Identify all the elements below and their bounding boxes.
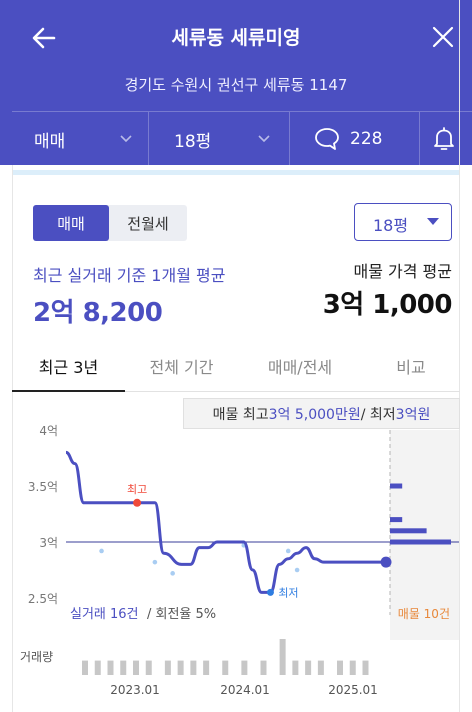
x-tick-label: 2024.01 bbox=[220, 683, 270, 697]
listing-price-label: 매물 가격 평균 bbox=[353, 262, 453, 281]
low-label: 최저 bbox=[278, 586, 298, 599]
divider bbox=[148, 112, 149, 166]
segment-lease[interactable]: 전월세 bbox=[127, 214, 169, 233]
listing-area bbox=[390, 430, 459, 640]
volume-bar bbox=[203, 660, 210, 675]
comment-count: 228 bbox=[350, 129, 383, 149]
size-select-label: 18평 bbox=[373, 216, 409, 235]
speech-bubble-icon bbox=[315, 128, 339, 150]
size-dropdown[interactable]: 18평 bbox=[174, 112, 290, 166]
size-label: 18평 bbox=[174, 131, 212, 152]
period-tabs: 최근 3년 전체 기간 매매/전세 비교 bbox=[12, 340, 460, 392]
segment-sale[interactable]: 매매 bbox=[33, 205, 109, 241]
close-icon[interactable] bbox=[430, 24, 456, 50]
low-marker bbox=[266, 588, 274, 596]
deal-type-segment: 매매 전월세 bbox=[33, 205, 187, 241]
bell-icon[interactable] bbox=[432, 126, 456, 152]
header-stripe bbox=[12, 170, 460, 175]
filter-bar: 매매 18평 228 bbox=[12, 111, 472, 166]
listing-bar bbox=[390, 528, 427, 534]
volume-bar bbox=[292, 660, 299, 675]
volume-bar bbox=[305, 660, 312, 675]
volume-bar bbox=[177, 660, 184, 675]
volume-bar bbox=[190, 660, 197, 675]
frame-border bbox=[12, 165, 13, 712]
tab-recent-3y[interactable]: 최근 3년 bbox=[38, 358, 99, 377]
tooltip-max: 3억 5,000만원 bbox=[268, 406, 361, 423]
volume-bar bbox=[349, 660, 356, 675]
active-tab-indicator bbox=[12, 390, 125, 392]
chevron-down-icon bbox=[258, 135, 270, 143]
listing-price-value: 3억 1,000 bbox=[322, 290, 453, 320]
deal-type-dropdown[interactable]: 매매 bbox=[34, 112, 154, 166]
volume-bar bbox=[241, 660, 248, 675]
divider bbox=[419, 112, 420, 166]
tab-compare[interactable]: 비교 bbox=[396, 358, 426, 377]
size-select[interactable]: 18평 bbox=[354, 203, 452, 241]
scatter-point bbox=[285, 548, 291, 554]
volume-bar bbox=[82, 660, 88, 675]
recent-trade-label: 최근 실거래 기준 1개월 평균 bbox=[33, 266, 226, 285]
comments-button[interactable]: 228 bbox=[314, 112, 414, 166]
volume-bar bbox=[133, 660, 139, 675]
caret-down-icon bbox=[427, 218, 439, 225]
volume-bar bbox=[94, 660, 101, 675]
volume-bar bbox=[120, 660, 127, 675]
volume-bar bbox=[107, 660, 114, 675]
listing-count: 매물 10건 bbox=[398, 607, 450, 621]
volume-bar bbox=[279, 639, 286, 675]
volume-bar bbox=[164, 660, 171, 675]
tab-all-period[interactable]: 전체 기간 bbox=[149, 358, 214, 377]
y-tick-label: 2.5억 bbox=[28, 592, 58, 606]
volume-bar bbox=[362, 660, 369, 675]
listing-bar bbox=[390, 483, 403, 489]
trade-count: 실거래 16건 bbox=[70, 607, 139, 622]
volume-bar bbox=[260, 660, 267, 675]
y-tick-label: 3.5억 bbox=[28, 480, 58, 494]
y-tick-label: 3억 bbox=[39, 536, 58, 550]
address-text: 경기도 수원시 권선구 세류동 1147 bbox=[124, 76, 348, 94]
latest-point bbox=[380, 556, 392, 568]
volume-bar bbox=[145, 660, 152, 675]
volume-label: 거래량 bbox=[20, 650, 53, 664]
divider bbox=[289, 112, 290, 166]
recent-trade-price: 2억 8,200 bbox=[33, 298, 163, 328]
page-title: 세류동 세류미영 bbox=[171, 27, 301, 49]
x-tick-label: 2023.01 bbox=[110, 683, 160, 697]
deal-type-label: 매매 bbox=[34, 131, 66, 152]
tab-sale-lease[interactable]: 매매/전세 bbox=[267, 358, 333, 377]
scatter-point bbox=[170, 571, 175, 576]
volume-bar bbox=[337, 660, 343, 675]
turnover-rate: / 회전율 5% bbox=[147, 607, 216, 622]
tooltip-middle: / 최저 bbox=[360, 406, 396, 423]
volume-bar bbox=[317, 660, 324, 675]
price-line bbox=[65, 450, 386, 594]
listing-bar bbox=[390, 539, 451, 545]
tooltip-prefix: 매물 최고 bbox=[212, 406, 269, 423]
chevron-down-icon bbox=[120, 135, 132, 143]
y-tick-label: 4억 bbox=[39, 424, 58, 438]
app-header: 세류동 세류미영 경기도 수원시 권선구 세류동 1147 매매 18평 228 bbox=[0, 0, 472, 166]
scatter-point bbox=[99, 548, 104, 554]
listing-tooltip: 매물 최고 3억 5,000만원 / 최저 3억원 bbox=[183, 398, 460, 429]
tooltip-min: 3억원 bbox=[395, 406, 431, 423]
listing-bar bbox=[390, 517, 403, 523]
back-arrow-icon[interactable] bbox=[30, 24, 58, 52]
volume-bar bbox=[222, 660, 229, 675]
high-marker bbox=[133, 498, 142, 507]
scatter-point bbox=[294, 567, 300, 573]
frame-border bbox=[459, 0, 460, 712]
high-label: 최고 bbox=[127, 483, 147, 496]
x-tick-label: 2025.01 bbox=[328, 683, 378, 697]
scatter-point bbox=[152, 559, 158, 565]
